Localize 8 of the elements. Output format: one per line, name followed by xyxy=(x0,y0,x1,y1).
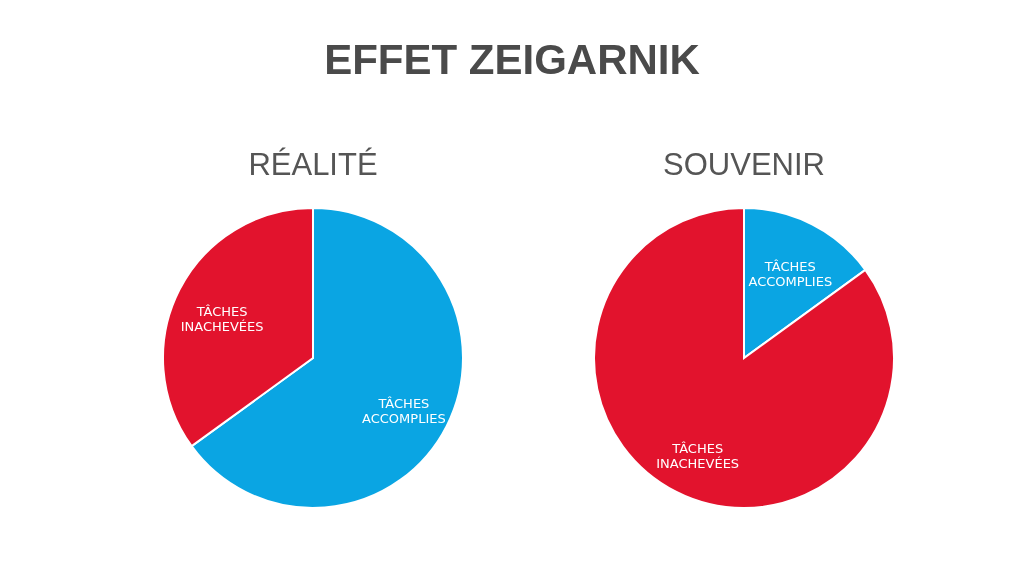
slice-label: TÂCHES INACHEVÉES xyxy=(656,440,740,471)
slice-label: TÂCHES INACHEVÉES xyxy=(180,303,264,334)
chart-title: SOUVENIR xyxy=(663,147,825,182)
chart-title: RÉALITÉ xyxy=(248,147,378,182)
pie-slice xyxy=(593,207,895,509)
slice-label: TÂCHES ACCOMPLIES xyxy=(748,259,833,290)
slice-label: TÂCHES ACCOMPLIES xyxy=(362,396,446,427)
text: EFFET ZEIGARNIK xyxy=(323,36,701,84)
